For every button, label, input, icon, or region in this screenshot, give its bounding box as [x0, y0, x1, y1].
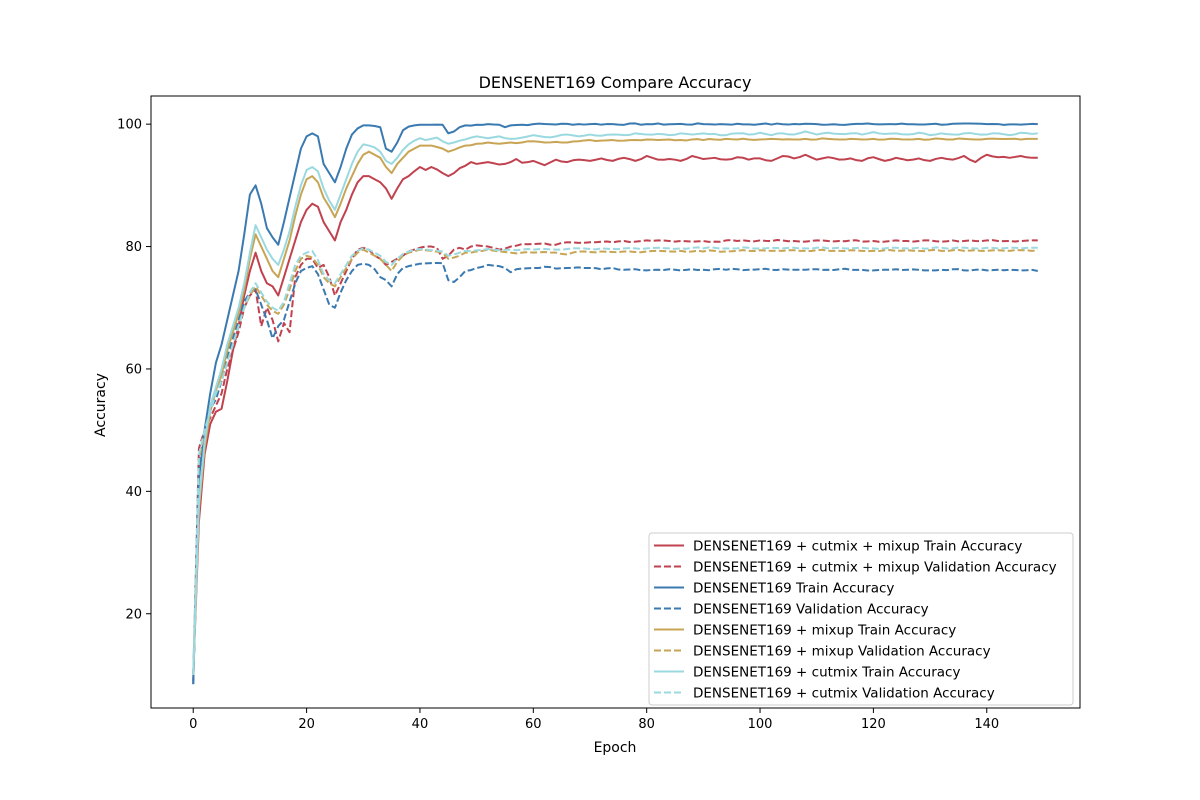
x-tick-label: 20	[298, 717, 315, 732]
x-tick-label: 100	[748, 717, 773, 732]
legend-entry-label: DENSENET169 + mixup Train Accuracy	[693, 623, 956, 639]
chart-title: DENSENET169 Compare Accuracy	[479, 73, 752, 92]
y-tick-label: 40	[125, 485, 142, 500]
y-axis: 20 40 60 80 100	[117, 118, 151, 622]
x-tick-label: 120	[861, 717, 886, 732]
legend-entry-label: DENSENET169 + cutmix + mixup Validation …	[693, 560, 1057, 576]
series-line-7	[192, 130, 1038, 675]
y-tick-label: 20	[125, 607, 142, 622]
x-axis: 0 20 40 60 80 100 120 140	[189, 708, 999, 732]
legend-box	[648, 532, 1074, 706]
x-tick-label: 40	[412, 717, 429, 732]
x-axis-label: Epoch	[594, 740, 637, 756]
y-tick-label: 100	[117, 118, 142, 133]
y-tick-label: 60	[125, 362, 142, 377]
x-tick-label: 0	[189, 717, 197, 732]
series-line-4	[192, 261, 1038, 685]
legend-entry-label: DENSENET169 Validation Accuracy	[693, 602, 929, 618]
series-layer	[192, 122, 1038, 685]
series-line-3	[192, 122, 1038, 685]
x-tick-label: 140	[974, 717, 999, 732]
y-axis-label: Accuracy	[93, 373, 109, 437]
series-line-5	[192, 137, 1038, 675]
plot-frame	[150, 95, 1081, 709]
series-line-2	[192, 239, 1038, 682]
legend-items: DENSENET169 + cutmix + mixup Train Accur…	[654, 539, 1057, 702]
legend-entry-label: DENSENET169 + cutmix Train Accuracy	[693, 665, 960, 681]
legend-entry-label: DENSENET169 + mixup Validation Accuracy	[693, 644, 991, 660]
plot-area: 0 20 40 60 80 100 120 140 20 40 60 80 100	[117, 95, 1081, 732]
legend: DENSENET169 + cutmix + mixup Train Accur…	[648, 532, 1074, 706]
legend-entry-label: DENSENET169 + cutmix Validation Accuracy	[693, 686, 995, 702]
x-tick-label: 60	[525, 717, 542, 732]
legend-entry-label: DENSENET169 Train Accuracy	[693, 581, 894, 597]
series-line-8	[192, 246, 1038, 675]
series-line-1	[192, 153, 1038, 675]
x-tick-label: 80	[638, 717, 655, 732]
series-line-6	[192, 248, 1038, 675]
y-tick-label: 80	[125, 240, 142, 255]
legend-entry-label: DENSENET169 + cutmix + mixup Train Accur…	[693, 539, 1022, 555]
